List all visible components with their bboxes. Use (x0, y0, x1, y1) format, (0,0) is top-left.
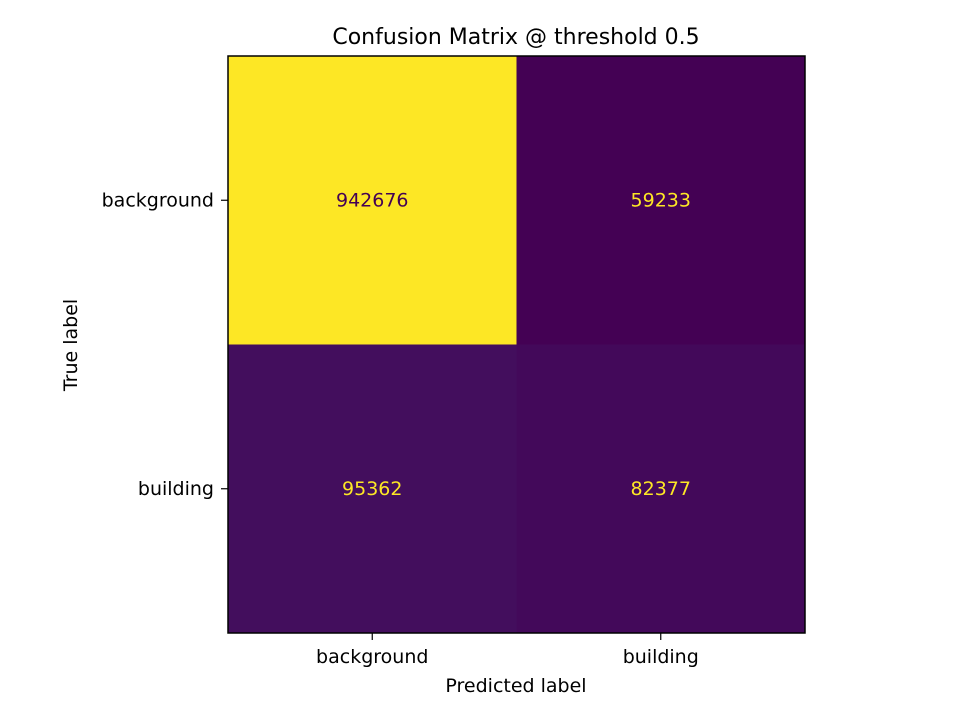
x-tick-label-background: background (316, 646, 428, 668)
y-tick-label-background: background (102, 189, 214, 211)
cell-value-labels: 942676 59233 95362 82377 (336, 189, 691, 500)
cell-value-building-building: 82377 (631, 478, 691, 500)
heatmap-cells (228, 56, 806, 634)
y-tick-label-building: building (138, 478, 214, 500)
y-axis-label: True label (60, 299, 82, 392)
heatmap-cell-background-background (228, 56, 517, 345)
x-axis-label: Predicted label (445, 675, 586, 697)
heatmap-cell-building-building (516, 344, 806, 634)
cell-value-building-background: 95362 (342, 478, 402, 500)
heatmap-cell-background-building (516, 56, 806, 345)
chart-title: Confusion Matrix @ threshold 0.5 (332, 25, 699, 50)
x-tick-label-building: building (623, 646, 699, 668)
cell-value-background-building: 59233 (631, 189, 691, 211)
plot-frame (227, 55, 806, 634)
x-axis-ticks: background building (316, 633, 699, 668)
y-axis-ticks: background building (102, 189, 228, 500)
heatmap-cell-building-background (228, 344, 517, 634)
cell-value-background-background: 942676 (336, 189, 409, 211)
